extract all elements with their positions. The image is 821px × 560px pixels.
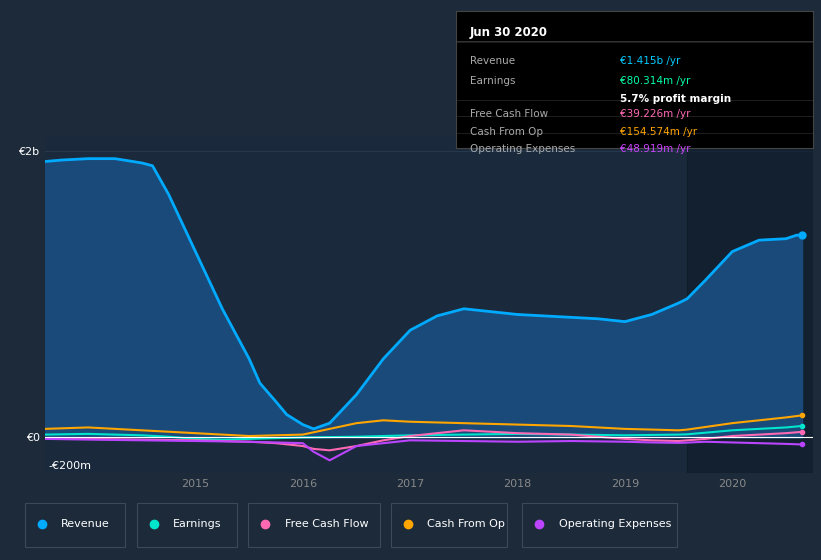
Text: €48.919m /yr: €48.919m /yr	[620, 144, 690, 155]
Text: Revenue: Revenue	[61, 519, 110, 529]
Text: Cash From Op: Cash From Op	[470, 127, 543, 137]
Text: €154.574m /yr: €154.574m /yr	[620, 127, 697, 137]
Text: Operating Expenses: Operating Expenses	[470, 144, 576, 155]
Text: Free Cash Flow: Free Cash Flow	[470, 109, 548, 119]
Text: Free Cash Flow: Free Cash Flow	[285, 519, 369, 529]
Text: 5.7% profit margin: 5.7% profit margin	[620, 94, 731, 104]
Text: Earnings: Earnings	[470, 76, 516, 86]
Text: Cash From Op: Cash From Op	[428, 519, 506, 529]
Text: €80.314m /yr: €80.314m /yr	[620, 76, 690, 86]
Text: Earnings: Earnings	[172, 519, 222, 529]
Bar	[687, 137, 813, 473]
Text: Revenue: Revenue	[470, 57, 515, 67]
Text: Operating Expenses: Operating Expenses	[558, 519, 671, 529]
Text: Jun 30 2020: Jun 30 2020	[470, 26, 548, 39]
Text: €1.415b /yr: €1.415b /yr	[620, 57, 681, 67]
Text: -€200m: -€200m	[48, 461, 91, 471]
Text: €39.226m /yr: €39.226m /yr	[620, 109, 690, 119]
